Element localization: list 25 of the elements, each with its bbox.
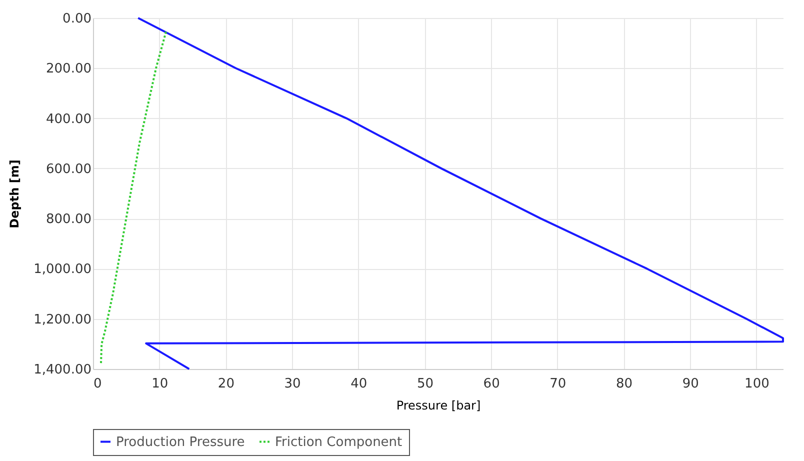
legend-label: Friction Component	[275, 434, 402, 450]
y-tick-label: 1,000.00	[34, 262, 92, 278]
y-tick-label: 1,400.00	[34, 362, 92, 378]
y-tick-label: 0.00	[62, 12, 92, 26]
x-tick-label: 60	[483, 376, 500, 392]
line-series	[100, 30, 167, 365]
x-tick-label: 20	[218, 376, 234, 392]
line-series	[137, 17, 784, 370]
y-tick-label: 800.00	[46, 212, 92, 228]
x-tick-label: 100	[744, 376, 770, 392]
x-tick-label: 30	[284, 376, 301, 392]
x-axis-title: Pressure [bar]	[396, 398, 481, 412]
x-tick-label: 70	[550, 376, 566, 392]
x-tick-label: 0	[94, 376, 102, 392]
x-tick-label: 80	[616, 376, 633, 392]
y-tick-label: 200.00	[46, 62, 92, 77]
legend-label: Production Pressure	[116, 434, 245, 450]
y-tick-label: 400.00	[46, 112, 92, 127]
x-tick-label: 90	[682, 376, 699, 392]
x-tick-label: 50	[416, 376, 434, 392]
x-tick-label: 40	[350, 376, 368, 392]
y-axis-title: Depth [m]	[8, 160, 22, 228]
x-tick-label: 10	[152, 376, 168, 392]
y-tick-label: 1,200.00	[34, 312, 92, 328]
y-tick-label: 600.00	[46, 162, 92, 177]
